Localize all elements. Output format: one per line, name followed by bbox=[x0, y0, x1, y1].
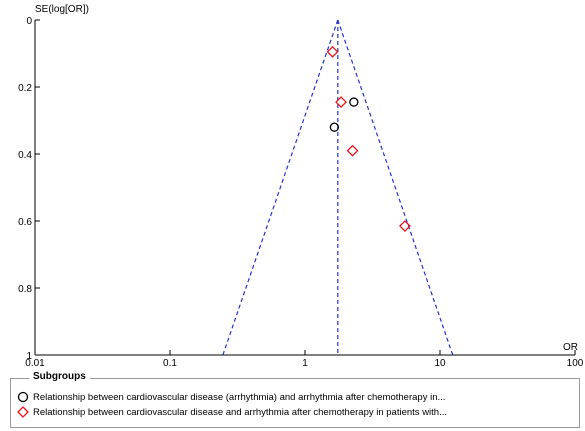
y-tick-label: 0.6 bbox=[18, 217, 32, 228]
legend-label: Relationship between cardiovascular dise… bbox=[33, 391, 446, 403]
legend-title: Subgroups bbox=[29, 371, 90, 382]
y-tick-label: 1 bbox=[26, 351, 32, 362]
y-axis-title: SE(log[OR]) bbox=[35, 4, 89, 15]
x-tick-label: 1 bbox=[302, 358, 308, 369]
x-tick-label: 0.1 bbox=[163, 358, 177, 369]
funnel-left-line bbox=[222, 19, 339, 356]
diamond-point bbox=[326, 45, 339, 58]
y-tick-label: 0.4 bbox=[18, 150, 32, 161]
circle-point bbox=[349, 97, 359, 107]
funnel-right-line bbox=[337, 19, 454, 356]
y-tick-label: 0.2 bbox=[18, 83, 32, 94]
plot-area: 0.01 0.1 1 10 100 0 0.2 0.4 0.6 0.8 1 bbox=[18, 16, 584, 369]
diamond-marker-icon bbox=[17, 406, 29, 418]
x-tick-label: 10 bbox=[434, 358, 446, 369]
y-tick-label: 0.8 bbox=[18, 284, 32, 295]
diamond-point bbox=[346, 144, 359, 157]
circle-point bbox=[329, 122, 340, 132]
x-axis-title: OR bbox=[563, 342, 578, 353]
diamond-point bbox=[335, 96, 347, 108]
y-tick-label: 0 bbox=[26, 16, 32, 27]
x-tick-label: 100 bbox=[567, 358, 584, 369]
legend-label: Relationship between cardiovascular dise… bbox=[33, 406, 448, 418]
x-tick-label: 0.01 bbox=[25, 358, 45, 369]
legend-item-diamond-series: Relationship between cardiovascular dise… bbox=[17, 406, 447, 418]
legend: Subgroups Relationship between cardiovas… bbox=[10, 371, 580, 428]
diamond-point bbox=[399, 220, 411, 232]
legend-item-circle-series: Relationship between cardiovascular dise… bbox=[17, 391, 445, 403]
circle-marker-icon bbox=[17, 391, 29, 403]
